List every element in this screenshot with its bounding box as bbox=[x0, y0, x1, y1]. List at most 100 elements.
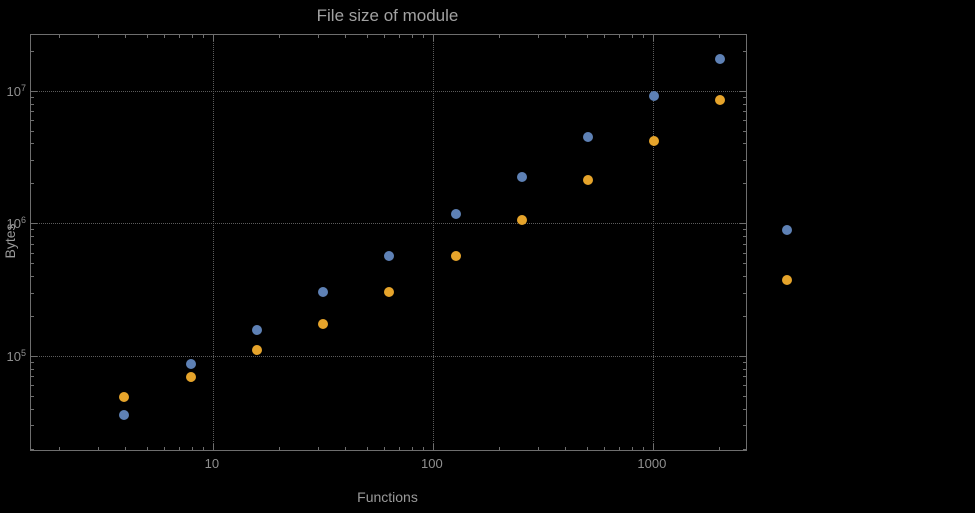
x-tick-mark bbox=[719, 447, 721, 450]
x-tick-mark bbox=[604, 447, 606, 450]
x-tick-mark bbox=[317, 35, 319, 38]
data-point-series-orange bbox=[185, 372, 196, 383]
y-tick-mark bbox=[31, 130, 34, 132]
x-tick-mark bbox=[565, 35, 567, 38]
x-tick-mark bbox=[178, 35, 180, 38]
y-tick-mark bbox=[743, 243, 746, 245]
x-tick-mark bbox=[125, 447, 127, 450]
y-tick-mark bbox=[743, 120, 746, 122]
x-tick-mark bbox=[411, 447, 413, 450]
x-tick-label: 1000 bbox=[637, 456, 667, 471]
x-tick-mark bbox=[384, 447, 386, 450]
data-point-series-blue bbox=[251, 324, 262, 335]
x-tick-mark bbox=[164, 447, 166, 450]
data-point-series-orange bbox=[715, 95, 726, 106]
x-tick-mark bbox=[586, 35, 588, 38]
y-gridline bbox=[31, 223, 746, 225]
y-tick-mark bbox=[743, 183, 746, 185]
x-tick-mark bbox=[398, 35, 400, 38]
x-tick-mark bbox=[537, 447, 539, 450]
data-point-series-orange bbox=[384, 286, 395, 297]
y-tick-mark bbox=[740, 355, 746, 357]
y-tick-mark bbox=[31, 361, 34, 363]
x-tick-mark bbox=[432, 35, 434, 41]
x-tick-mark bbox=[317, 447, 319, 450]
y-tick-mark bbox=[743, 263, 746, 265]
y-tick-mark bbox=[743, 385, 746, 387]
y-tick-label: 105 bbox=[6, 347, 26, 365]
x-tick-mark bbox=[618, 35, 620, 38]
x-tick-mark bbox=[618, 447, 620, 450]
y-tick-label: 106 bbox=[6, 215, 26, 232]
y-tick-mark bbox=[743, 160, 746, 161]
x-axis-label: Functions bbox=[357, 489, 418, 505]
y-tick-mark bbox=[31, 316, 34, 317]
y-tick-mark bbox=[743, 50, 746, 52]
y-tick-mark bbox=[31, 448, 34, 450]
data-point-series-orange bbox=[251, 345, 262, 356]
y-tick-mark bbox=[740, 223, 746, 225]
data-point-series-blue bbox=[781, 224, 792, 235]
data-point-series-blue bbox=[384, 250, 395, 261]
x-tick-mark bbox=[212, 444, 214, 450]
x-tick-mark bbox=[586, 447, 588, 450]
data-point-series-orange bbox=[119, 392, 130, 403]
x-tick-mark bbox=[652, 35, 654, 41]
data-point-series-blue bbox=[715, 54, 726, 65]
y-tick-mark bbox=[743, 292, 746, 294]
x-tick-mark bbox=[59, 447, 61, 450]
x-gridline bbox=[432, 35, 434, 450]
y-tick-mark bbox=[743, 143, 746, 145]
y-gridline bbox=[31, 355, 746, 357]
x-tick-mark bbox=[565, 447, 567, 450]
x-tick-mark bbox=[191, 447, 193, 450]
x-tick-mark bbox=[398, 447, 400, 450]
y-tick-mark bbox=[31, 292, 34, 294]
y-tick-mark bbox=[743, 448, 746, 450]
x-tick-mark bbox=[202, 35, 204, 38]
data-point-series-blue bbox=[649, 91, 660, 102]
x-gridline bbox=[652, 35, 654, 450]
x-tick-mark bbox=[422, 35, 424, 38]
x-tick-mark bbox=[366, 35, 368, 38]
y-tick-mark bbox=[743, 408, 746, 410]
x-tick-mark bbox=[366, 447, 368, 450]
x-tick-mark bbox=[59, 35, 61, 38]
x-tick-mark bbox=[279, 447, 281, 450]
x-tick-mark bbox=[499, 35, 501, 38]
y-tick-mark bbox=[743, 111, 746, 113]
x-tick-mark bbox=[97, 35, 99, 38]
x-tick-mark bbox=[146, 447, 148, 450]
y-tick-mark bbox=[743, 368, 746, 370]
y-tick-mark bbox=[31, 385, 34, 387]
y-tick-mark bbox=[31, 263, 34, 265]
x-tick-mark bbox=[652, 444, 654, 450]
x-tick-mark bbox=[432, 444, 434, 450]
y-tick-mark bbox=[31, 90, 37, 92]
x-tick-mark bbox=[604, 35, 606, 38]
y-tick-mark bbox=[31, 395, 34, 397]
y-tick-mark bbox=[31, 368, 34, 370]
x-gridline bbox=[212, 35, 214, 450]
data-point-series-orange bbox=[516, 214, 527, 225]
chart-title: File size of module bbox=[316, 6, 459, 25]
data-point-series-blue bbox=[450, 209, 461, 220]
x-tick-mark bbox=[642, 35, 644, 38]
data-point-series-blue bbox=[516, 171, 527, 182]
x-tick-label: 10 bbox=[204, 456, 220, 471]
x-tick-mark bbox=[178, 447, 180, 450]
y-tick-mark bbox=[31, 252, 34, 254]
data-point-series-orange bbox=[318, 318, 328, 329]
y-tick-mark bbox=[31, 143, 34, 145]
data-point-series-blue bbox=[582, 132, 593, 142]
y-gridline bbox=[31, 90, 746, 92]
y-tick-mark bbox=[743, 425, 746, 427]
y-tick-mark bbox=[31, 376, 34, 378]
y-tick-mark bbox=[31, 236, 34, 238]
data-point-series-orange bbox=[450, 250, 461, 261]
y-tick-mark bbox=[743, 252, 746, 254]
x-tick-mark bbox=[411, 35, 413, 38]
y-tick-mark bbox=[743, 130, 746, 132]
x-tick-mark bbox=[631, 35, 633, 38]
x-tick-mark bbox=[345, 35, 347, 38]
